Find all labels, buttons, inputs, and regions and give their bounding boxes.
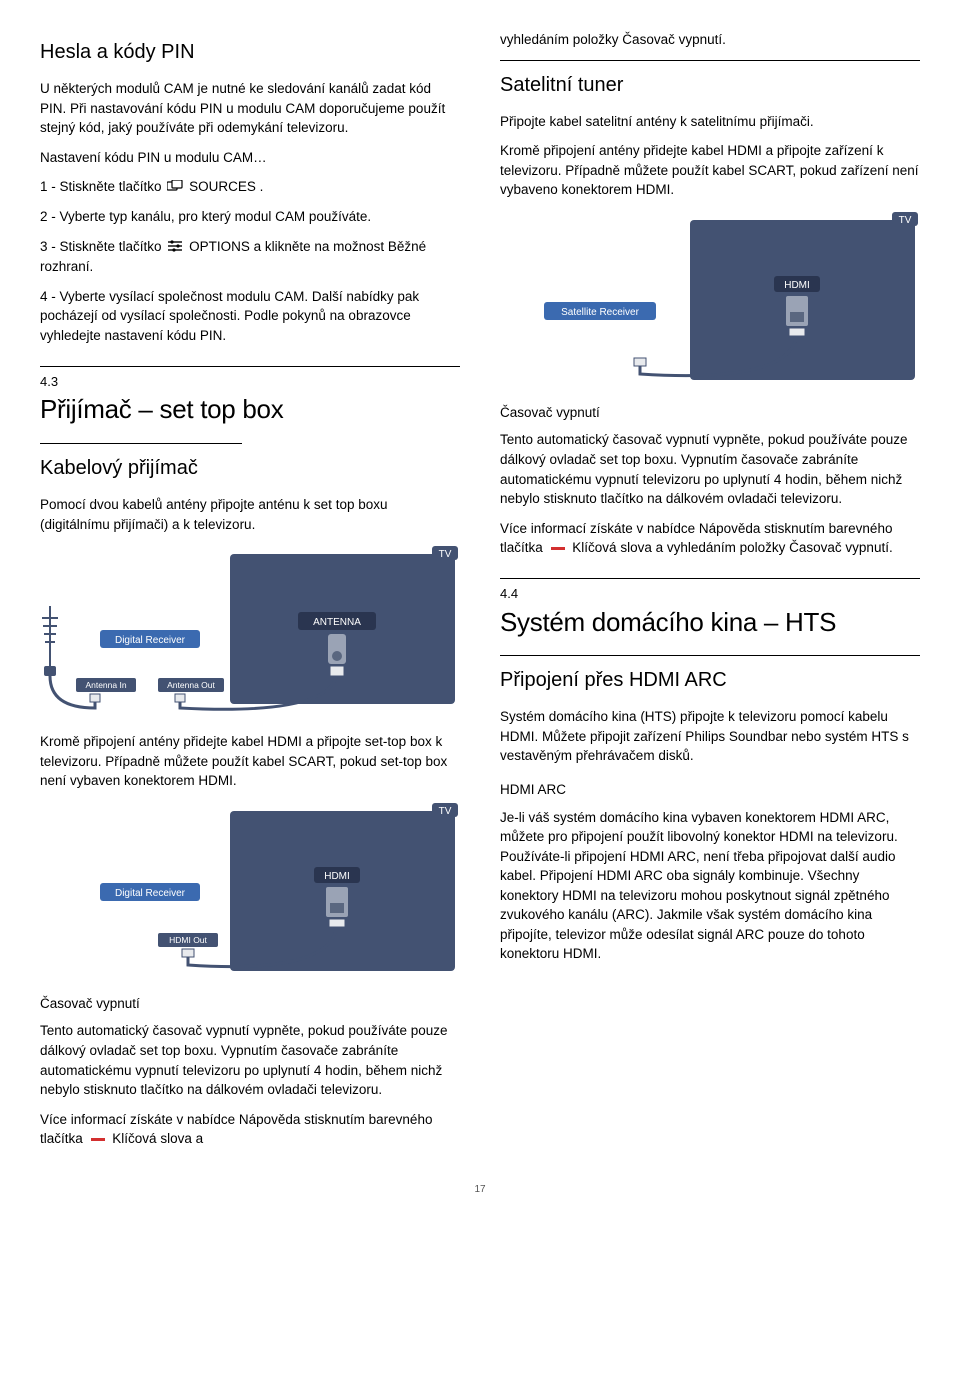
receiver-label-2: Digital Receiver: [115, 888, 186, 899]
tv-label-3: TV: [899, 215, 912, 226]
para-arc: Je-li váš systém domácího kina vybaven k…: [500, 808, 920, 965]
step-1-text-b: SOURCES .: [189, 179, 263, 194]
hdmi-out-label: HDMI Out: [169, 935, 207, 945]
antenna-in-label: Antenna In: [85, 680, 126, 690]
hdmi-label-3: HDMI: [784, 280, 810, 291]
para-timer-left-2: Více informací získáte v nabídce Nápověd…: [40, 1110, 460, 1149]
section-4-4-title: Systém domácího kina – HTS: [500, 604, 920, 642]
step-4: 4 - Vyberte vysílací společnost modulu C…: [40, 287, 460, 346]
para-timer-right-2: Více informací získáte v nabídce Nápověd…: [500, 519, 920, 558]
antenna-label: ANTENNA: [313, 617, 361, 628]
red-key-icon-2: [551, 547, 565, 550]
antenna-out-label: Antenna Out: [167, 680, 215, 690]
diagram-antenna: TV ANTENNA Digital Receiver Antenna In A…: [40, 546, 460, 716]
para-hdmi-arc: Systém domácího kina (HTS) připojte k te…: [500, 707, 920, 766]
step-3-text-a: 3 - Stiskněte tlačítko: [40, 239, 165, 254]
receiver-label: Digital Receiver: [115, 635, 186, 646]
left-column: Hesla a kódy PIN U některých modulů CAM …: [40, 30, 460, 1159]
para-timer-right-1: Tento automatický časovač vypnutí vypnět…: [500, 430, 920, 508]
section-4-3-title: Přijímač – set top box: [40, 391, 460, 429]
step-1: 1 - Stiskněte tlačítko SOURCES .: [40, 177, 460, 197]
tv-label: TV: [439, 549, 452, 560]
diagram-hdmi: TV HDMI Digital Receiver HDMI Out: [40, 803, 460, 978]
para-sat-2: Kromě připojení antény přidejte kabel HD…: [500, 141, 920, 200]
heading-hdmi-arc: Připojení přes HDMI ARC: [500, 655, 920, 695]
para-cable: Pomocí dvou kabelů antény připojte antén…: [40, 495, 460, 534]
sources-icon: [167, 178, 183, 198]
red-key-icon: [91, 1138, 105, 1141]
heading-arc: HDMI ARC: [500, 780, 920, 800]
hdmi-label: HDMI: [324, 871, 350, 882]
right-column: vyhledáním položky Časovač vypnutí. Sate…: [500, 30, 920, 1159]
para-cable-hdmi: Kromě připojení antény přidejte kabel HD…: [40, 732, 460, 791]
heading-timer-left: Časovač vypnutí: [40, 994, 460, 1014]
heading-passwords: Hesla a kódy PIN: [40, 38, 460, 67]
para-timer-left-2b: Klíčová slova a: [112, 1131, 203, 1146]
divider: [40, 443, 242, 444]
sat-receiver-label: Satellite Receiver: [561, 307, 639, 318]
step-3: 3 - Stiskněte tlačítko OPTIONS a kliknět…: [40, 237, 460, 277]
page-number: 17: [40, 1183, 920, 1198]
heading-cable-receiver: Kabelový přijímač: [40, 454, 460, 483]
para-cam-setup: Nastavení kódu PIN u modulu CAM…: [40, 148, 460, 168]
diagram-satellite: TV HDMI Satellite Receiver: [500, 212, 920, 387]
options-icon: [167, 238, 183, 258]
para-cam-intro: U některých modulů CAM je nutné ke sledo…: [40, 79, 460, 138]
para-sat-1: Připojte kabel satelitní antény k sateli…: [500, 112, 920, 132]
para-timer-left-1: Tento automatický časovač vypnutí vypnět…: [40, 1021, 460, 1099]
step-2: 2 - Vyberte typ kanálu, pro který modul …: [40, 207, 460, 227]
heading-satellite: Satelitní tuner: [500, 60, 920, 100]
tv-label-2: TV: [439, 806, 452, 817]
section-4-4-num: 4.4: [500, 578, 920, 604]
step-1-text-a: 1 - Stiskněte tlačítko: [40, 179, 165, 194]
para-timer-right-2b: Klíčová slova a vyhledáním položky Časov…: [572, 540, 892, 555]
section-4-3-num: 4.3: [40, 366, 460, 392]
two-column-layout: Hesla a kódy PIN U některých modulů CAM …: [40, 30, 920, 1159]
heading-timer-right: Časovač vypnutí: [500, 403, 920, 423]
para-top-right: vyhledáním položky Časovač vypnutí.: [500, 30, 920, 50]
